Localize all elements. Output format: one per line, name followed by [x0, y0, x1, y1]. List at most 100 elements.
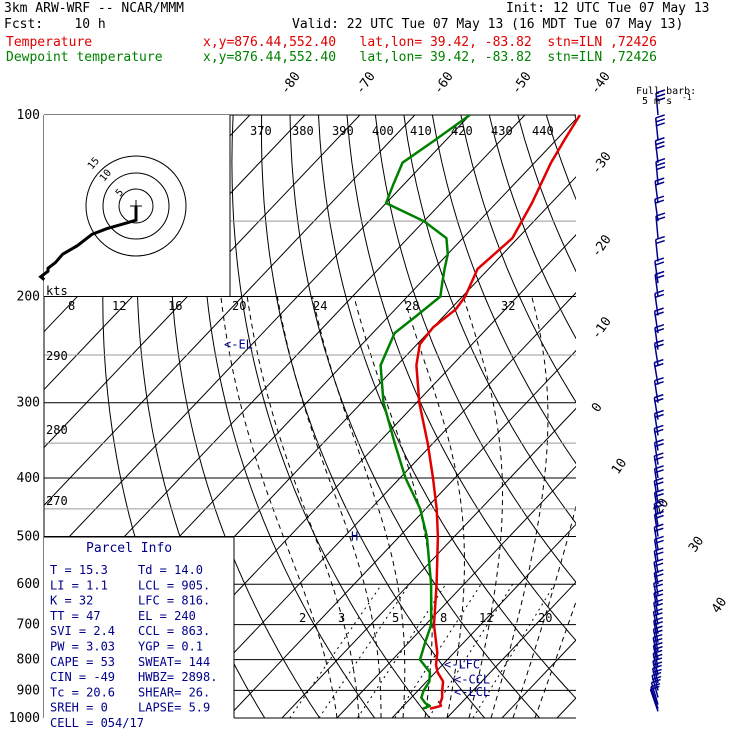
sounding-profiles: <-EL <-LFC<-CCL<-LCL H — [224, 113, 581, 710]
mixing-ratio-label: 5 — [392, 611, 399, 625]
hodograph-speed-label: 24 — [313, 299, 327, 313]
isotherm-line — [226, 349, 576, 718]
wind-barb-flag — [654, 257, 665, 262]
wind-barb-flag — [654, 376, 664, 382]
wind-barb-flag — [653, 589, 664, 594]
wind-barb-flag — [654, 177, 665, 182]
wind-barb-flag — [654, 380, 664, 386]
parcel-panel-background — [44, 537, 234, 722]
theta-label: 280 — [46, 423, 68, 437]
wind-barb-flag — [655, 212, 666, 217]
model-title: 3km ARW-WRF -- NCAR/MMM — [4, 1, 185, 16]
valid-time: Valid: 22 UTC Tue 07 May 13 (16 MDT Tue … — [292, 17, 684, 32]
wind-barb — [653, 589, 664, 616]
wind-barb-flag — [653, 598, 664, 604]
mixing-ratio-label: 8 — [440, 611, 447, 625]
level-marker-label: <-EL — [224, 337, 253, 351]
wind-barb-flag — [654, 413, 664, 419]
wind-barb-flag — [654, 323, 665, 329]
wind-barb-flag — [653, 616, 664, 622]
wind-barb-flag — [653, 625, 663, 630]
wind-barb-flag — [651, 675, 662, 681]
hodograph-speed-label: 28 — [405, 299, 419, 313]
moist-adiabat-line — [220, 296, 338, 718]
mixing-ratio-label: 2 — [299, 611, 306, 625]
parcel-info-value: Tc = 20.6 — [50, 685, 115, 699]
wind-barb — [653, 510, 664, 537]
parcel-info-value: LI = 1.1 — [50, 578, 108, 592]
wind-barb-flag — [652, 668, 662, 674]
parcel-info-value: LCL = 905. — [138, 578, 210, 592]
wind-barb-flag — [654, 535, 664, 541]
isotherm-line — [171, 292, 576, 718]
dry-adiabat-line — [632, 115, 740, 718]
parcel-info-value: SHEAR= 26. — [138, 685, 210, 699]
mixing-ratio-line — [472, 583, 555, 718]
theta-label: 380 — [292, 124, 314, 138]
parcel-info-value: SWEAT= 144 — [138, 655, 210, 669]
wind-barb-flag — [654, 327, 665, 333]
parcel-info-value: SREH = 0 — [50, 701, 108, 715]
wind-barb-flag — [654, 465, 664, 470]
wind-barb-flag — [654, 307, 664, 312]
barb-legend-title: Full barb: — [636, 86, 696, 97]
isotherm-line — [336, 465, 576, 718]
hodograph-speed-label: 8 — [68, 299, 75, 313]
wind-barb-flag — [654, 289, 665, 295]
wind-barb-flag — [655, 97, 666, 102]
theta-label: 270 — [46, 494, 68, 508]
dewpoint-legend-label: Dewpoint temperature — [6, 50, 163, 65]
wind-barb-flag — [650, 685, 660, 691]
isotherm-label: 10 — [609, 456, 630, 477]
parcel-info-value: EL = 240 — [138, 609, 196, 623]
hodograph-kts-label: kts — [46, 284, 68, 298]
isotherm-label: -10 — [589, 314, 615, 342]
hodograph-speed-label: 32 — [501, 299, 515, 313]
wind-barb-flag — [655, 114, 665, 119]
isotherm-label: 40 — [709, 595, 730, 616]
wind-barb-flag — [654, 469, 664, 474]
theta-label: 420 — [451, 124, 473, 138]
dry-adiabat-line — [689, 115, 740, 718]
parcel-info-title: Parcel Info — [86, 541, 172, 556]
wind-barb-flag — [650, 682, 661, 688]
wind-barb-flag — [653, 645, 663, 651]
wind-barb-flag — [654, 261, 665, 266]
wind-barb — [653, 424, 664, 451]
wind-barb-flag — [655, 165, 666, 171]
dewpoint-legend-info: x,y=876.44,552.40 lat,lon= 39.42, -83.82… — [203, 50, 657, 65]
wind-barb-flag — [654, 397, 664, 403]
parcel-info-panel: Parcel Info T = 15.3 Td = 14.0 LI = 1.1 LCL … — [44, 536, 235, 730]
theta-label: 370 — [250, 124, 272, 138]
wind-barb-flag — [653, 612, 663, 617]
wind-barb-flag — [654, 409, 664, 415]
dry-adiabat-line — [231, 115, 431, 718]
wind-barb-flag — [654, 488, 664, 494]
theta-label: 410 — [410, 124, 432, 138]
parcel-info-value: Td = 14.0 — [138, 563, 203, 577]
wind-barb-flag — [654, 492, 664, 498]
hodograph-ring-label: 5 — [114, 187, 126, 199]
hodograph-ring — [102, 172, 170, 240]
wind-barb-flag — [653, 629, 663, 634]
wind-barb-flag — [654, 523, 664, 528]
wind-barb-flag — [655, 239, 665, 245]
isotherm-line — [446, 581, 576, 718]
theta-label: 290 — [46, 349, 68, 363]
parcel-info-value: YGP = 0.1 — [138, 640, 203, 654]
moist-adiabat-line — [312, 296, 406, 718]
pressure-tick-label: 900 — [17, 683, 40, 698]
wind-barb-flag — [654, 424, 664, 430]
dry-adiabat-line — [517, 115, 576, 273]
wind-barb-flag — [654, 311, 664, 316]
wind-barb-flag — [653, 579, 664, 584]
parcel-info-value: LFC = 816. — [138, 594, 210, 608]
isotherm-line — [281, 407, 576, 718]
hodograph-ring — [85, 155, 187, 257]
wind-barb-flag — [654, 270, 665, 276]
wind-barb-flag — [654, 477, 664, 482]
wind-barb-flag — [654, 573, 664, 578]
wind-barb-flag — [654, 481, 664, 486]
theta-label: 440 — [532, 124, 554, 138]
barb-legend-units: 5 m s — [642, 96, 672, 107]
